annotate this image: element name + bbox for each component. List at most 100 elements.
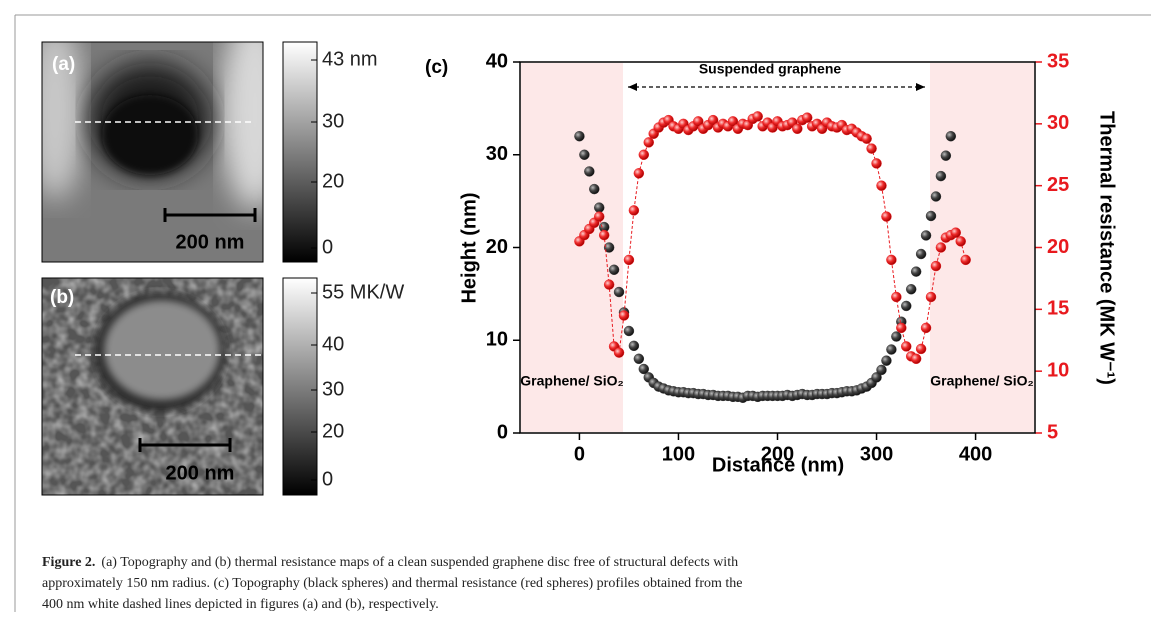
annotation: Suspended graphene: [699, 61, 842, 77]
data-point: [910, 266, 922, 277]
data-point: [638, 149, 649, 160]
data-point: [623, 254, 635, 266]
data-point: [925, 291, 937, 303]
data-point: [871, 372, 882, 383]
data-point: [901, 341, 912, 352]
data-point: [930, 191, 942, 202]
data-point: [603, 242, 615, 253]
data-point: [613, 286, 625, 298]
data-point: [896, 322, 907, 334]
data-point: [886, 344, 897, 355]
data-point: [950, 227, 961, 238]
image-frame: [41, 41, 264, 263]
data-point: [608, 264, 620, 275]
x-tick-label: 100: [662, 443, 695, 465]
data-point: [603, 279, 615, 290]
data-point: [945, 130, 957, 142]
data-point: [574, 130, 585, 142]
colorbar-label: 20: [322, 170, 344, 192]
data-point: [920, 230, 932, 241]
shaded-region: [930, 63, 1034, 432]
colorbar: [282, 41, 318, 263]
data-point: [584, 166, 595, 177]
caption-line: 400 nm white dashed lines depicted in fi…: [42, 597, 439, 612]
y2-tick-label: 15: [1047, 298, 1069, 320]
caption-label: Figure 2.: [42, 555, 95, 570]
colorbar-label: 0: [322, 468, 333, 490]
data-point: [594, 211, 605, 222]
data-point: [876, 364, 887, 376]
panel-label: (c): [425, 57, 448, 78]
colorbar-label: 20: [322, 420, 344, 442]
colorbar-label: 55 MK/W: [322, 281, 404, 303]
colorbar-label: 0: [322, 236, 333, 258]
caption-line: Figure 2. (a) Topography and (b) thermal …: [42, 555, 738, 570]
data-point: [802, 112, 813, 123]
data-point: [940, 150, 952, 161]
data-point: [598, 229, 610, 241]
data-point: [633, 353, 645, 364]
data-point: [906, 284, 917, 295]
panel-label: (a): [52, 54, 75, 75]
y2-tick-label: 35: [1047, 50, 1069, 72]
series-line: [579, 115, 967, 360]
data-point: [633, 168, 645, 179]
x-tick-label: 200: [761, 443, 794, 465]
x-axis-title: Distance (nm): [712, 454, 844, 476]
data-point: [792, 123, 803, 134]
thermal-image: [42, 278, 263, 495]
data-point: [925, 210, 937, 222]
topography-image: [42, 42, 263, 262]
x-tick-label: 0: [574, 443, 585, 465]
colorbar-label: 30: [322, 110, 344, 132]
scale-bar-label: 200 nm: [176, 231, 245, 253]
data-point: [589, 183, 600, 195]
colorbar: [282, 277, 318, 496]
y-axis-title: Height (nm): [458, 192, 480, 303]
annotation: Graphene/ SiO₂: [930, 373, 1033, 389]
data-point: [618, 310, 630, 321]
y2-tick-label: 30: [1047, 112, 1069, 134]
y-tick-label: 20: [486, 236, 508, 258]
y-tick-label: 10: [486, 329, 508, 351]
y2-tick-label: 25: [1047, 174, 1069, 196]
data-point: [707, 114, 719, 126]
data-point: [579, 149, 590, 160]
data-point: [915, 343, 927, 355]
data-point: [861, 133, 872, 144]
data-point: [935, 242, 947, 253]
data-point: [930, 260, 942, 272]
panel-label: (b): [50, 287, 74, 308]
data-point: [628, 205, 640, 216]
data-point: [901, 300, 912, 312]
y-tick-label: 40: [486, 50, 508, 72]
data-point: [881, 211, 892, 222]
data-point: [594, 202, 605, 213]
data-point: [643, 137, 654, 148]
data-point: [910, 353, 922, 364]
x-tick-label: 300: [860, 443, 893, 465]
y-tick-label: 30: [486, 143, 508, 165]
annotation: Graphene/ SiO₂: [520, 373, 623, 389]
data-point: [638, 363, 649, 375]
data-point: [935, 170, 947, 182]
caption-line: approximately 150 nm radius. (c) Topogra…: [42, 576, 742, 591]
data-point: [727, 116, 739, 127]
scale-bar-label: 200 nm: [166, 462, 235, 484]
colorbar-label: 30: [322, 378, 344, 400]
y2-axis-title: Thermal resistance (MK W⁻¹): [1096, 111, 1118, 385]
data-point: [623, 325, 635, 337]
data-point: [876, 180, 887, 191]
y2-tick-label: 20: [1047, 236, 1069, 258]
data-point: [955, 236, 966, 247]
data-point: [960, 254, 971, 266]
data-point: [628, 340, 640, 352]
y2-tick-label: 10: [1047, 359, 1069, 381]
data-point: [886, 254, 897, 266]
data-point: [752, 111, 763, 122]
data-point: [891, 291, 902, 303]
data-point: [693, 116, 704, 127]
y2-tick-label: 5: [1047, 421, 1058, 443]
x-tick-label: 400: [959, 443, 992, 465]
